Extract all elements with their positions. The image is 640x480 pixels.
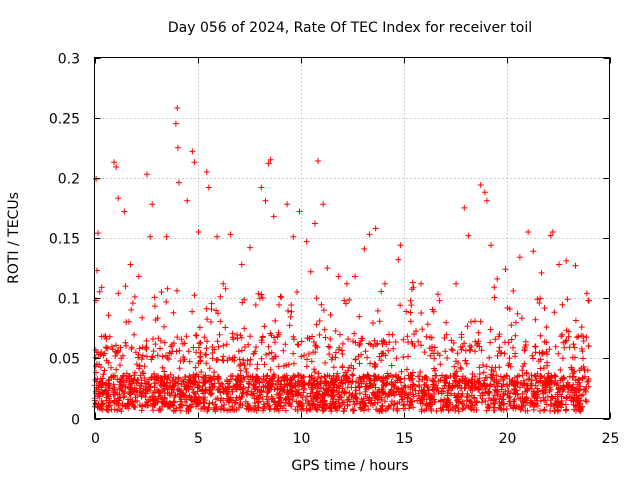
roti-background-points: [91, 283, 592, 415]
roti-point: [461, 204, 468, 211]
y-tick-label: 0.15: [49, 232, 80, 248]
roti-point: [502, 266, 509, 273]
x-tick-labels: 0 5 10 15 20 25: [91, 431, 619, 447]
roti-point: [191, 159, 198, 166]
roti-point: [572, 262, 579, 269]
roti-point: [563, 257, 570, 264]
roti-point: [220, 280, 227, 287]
y-tick-label: 0.1: [58, 292, 80, 308]
roti-point: [549, 228, 556, 235]
roti-point: [465, 232, 472, 239]
y-tick-label: 0.25: [49, 112, 80, 128]
roti-point: [488, 242, 495, 249]
roti-point: [174, 144, 181, 151]
roti-point: [175, 179, 182, 186]
roti-point: [525, 228, 532, 235]
roti-point: [381, 280, 388, 287]
y-tick-label: 0.2: [58, 172, 80, 188]
roti-point: [172, 120, 179, 127]
roti-point: [290, 233, 297, 240]
x-tick-label: 5: [194, 431, 203, 447]
roti-point: [203, 168, 210, 175]
roti-point: [538, 269, 545, 276]
roti-scatter-points: [91, 105, 592, 415]
roti-point: [352, 273, 359, 280]
y-tick-label: 0.05: [49, 352, 80, 368]
roti-point: [409, 279, 416, 286]
roti-point: [453, 280, 460, 287]
roti-point: [95, 230, 102, 237]
x-tick-label: 15: [396, 431, 414, 447]
y-tick-labels: 0 0.05 0.1 0.15 0.2 0.25 0.3: [49, 52, 80, 429]
roti-point: [127, 261, 134, 268]
roti-point: [227, 231, 234, 238]
roti-point: [296, 208, 303, 215]
roti-point: [113, 164, 120, 171]
roti-point: [258, 184, 265, 191]
roti-point: [158, 289, 165, 296]
roti-point: [335, 273, 342, 280]
x-tick-label: 25: [602, 431, 620, 447]
roti-point: [583, 290, 590, 297]
roti-point: [361, 245, 368, 252]
roti-point: [163, 233, 170, 240]
roti-point: [483, 197, 490, 204]
roti-point: [494, 275, 501, 282]
roti-point: [284, 201, 291, 208]
roti-point: [516, 254, 523, 261]
roti-point: [115, 195, 122, 202]
roti-point: [262, 197, 269, 204]
plot-frame: [94, 57, 610, 419]
roti-point: [307, 268, 314, 275]
roti-point: [372, 225, 379, 232]
roti-point: [189, 148, 196, 155]
roti-point: [265, 160, 272, 167]
roti-point: [547, 232, 554, 239]
roti-point: [436, 297, 443, 304]
roti-point: [184, 197, 191, 204]
roti-point: [147, 233, 154, 240]
roti-point: [311, 220, 318, 227]
roti-point: [238, 261, 245, 268]
roti-point: [214, 233, 221, 240]
roti-point: [397, 242, 404, 249]
roti-point: [418, 280, 425, 287]
roti-point: [267, 156, 274, 163]
roti-point: [530, 248, 537, 255]
y-axis-label: ROTI / TECUs: [6, 192, 22, 284]
roti-point: [556, 261, 563, 268]
roti-point: [303, 238, 310, 245]
x-axis-label: GPS time / hours: [291, 458, 408, 474]
roti-point: [481, 189, 488, 196]
roti-point: [324, 265, 331, 272]
roti-point: [395, 256, 402, 263]
roti-point: [111, 159, 118, 166]
y-tick-label: 0.3: [58, 52, 80, 68]
roti-point: [315, 157, 322, 164]
roti-point: [149, 201, 156, 208]
x-tick-label: 0: [91, 431, 100, 447]
roti-point: [135, 273, 142, 280]
roti-point: [366, 231, 373, 238]
roti-point: [144, 171, 151, 178]
roti-point: [121, 208, 128, 215]
grid-lines: [94, 57, 610, 419]
roti-point: [195, 228, 202, 235]
roti-point: [320, 201, 327, 208]
y-tick-label: 0: [71, 413, 80, 429]
roti-point: [247, 244, 254, 251]
roti-point: [477, 182, 484, 189]
roti-point: [174, 105, 181, 112]
x-tick-label: 10: [293, 431, 311, 447]
roti-point: [270, 213, 277, 220]
roti-point: [98, 284, 105, 291]
axis-ticks: [94, 57, 611, 420]
chart-title: Day 056 of 2024, Rate Of TEC Index for r…: [168, 20, 532, 36]
roti-point: [205, 184, 212, 191]
roti-point: [343, 280, 350, 287]
x-tick-label: 20: [499, 431, 517, 447]
